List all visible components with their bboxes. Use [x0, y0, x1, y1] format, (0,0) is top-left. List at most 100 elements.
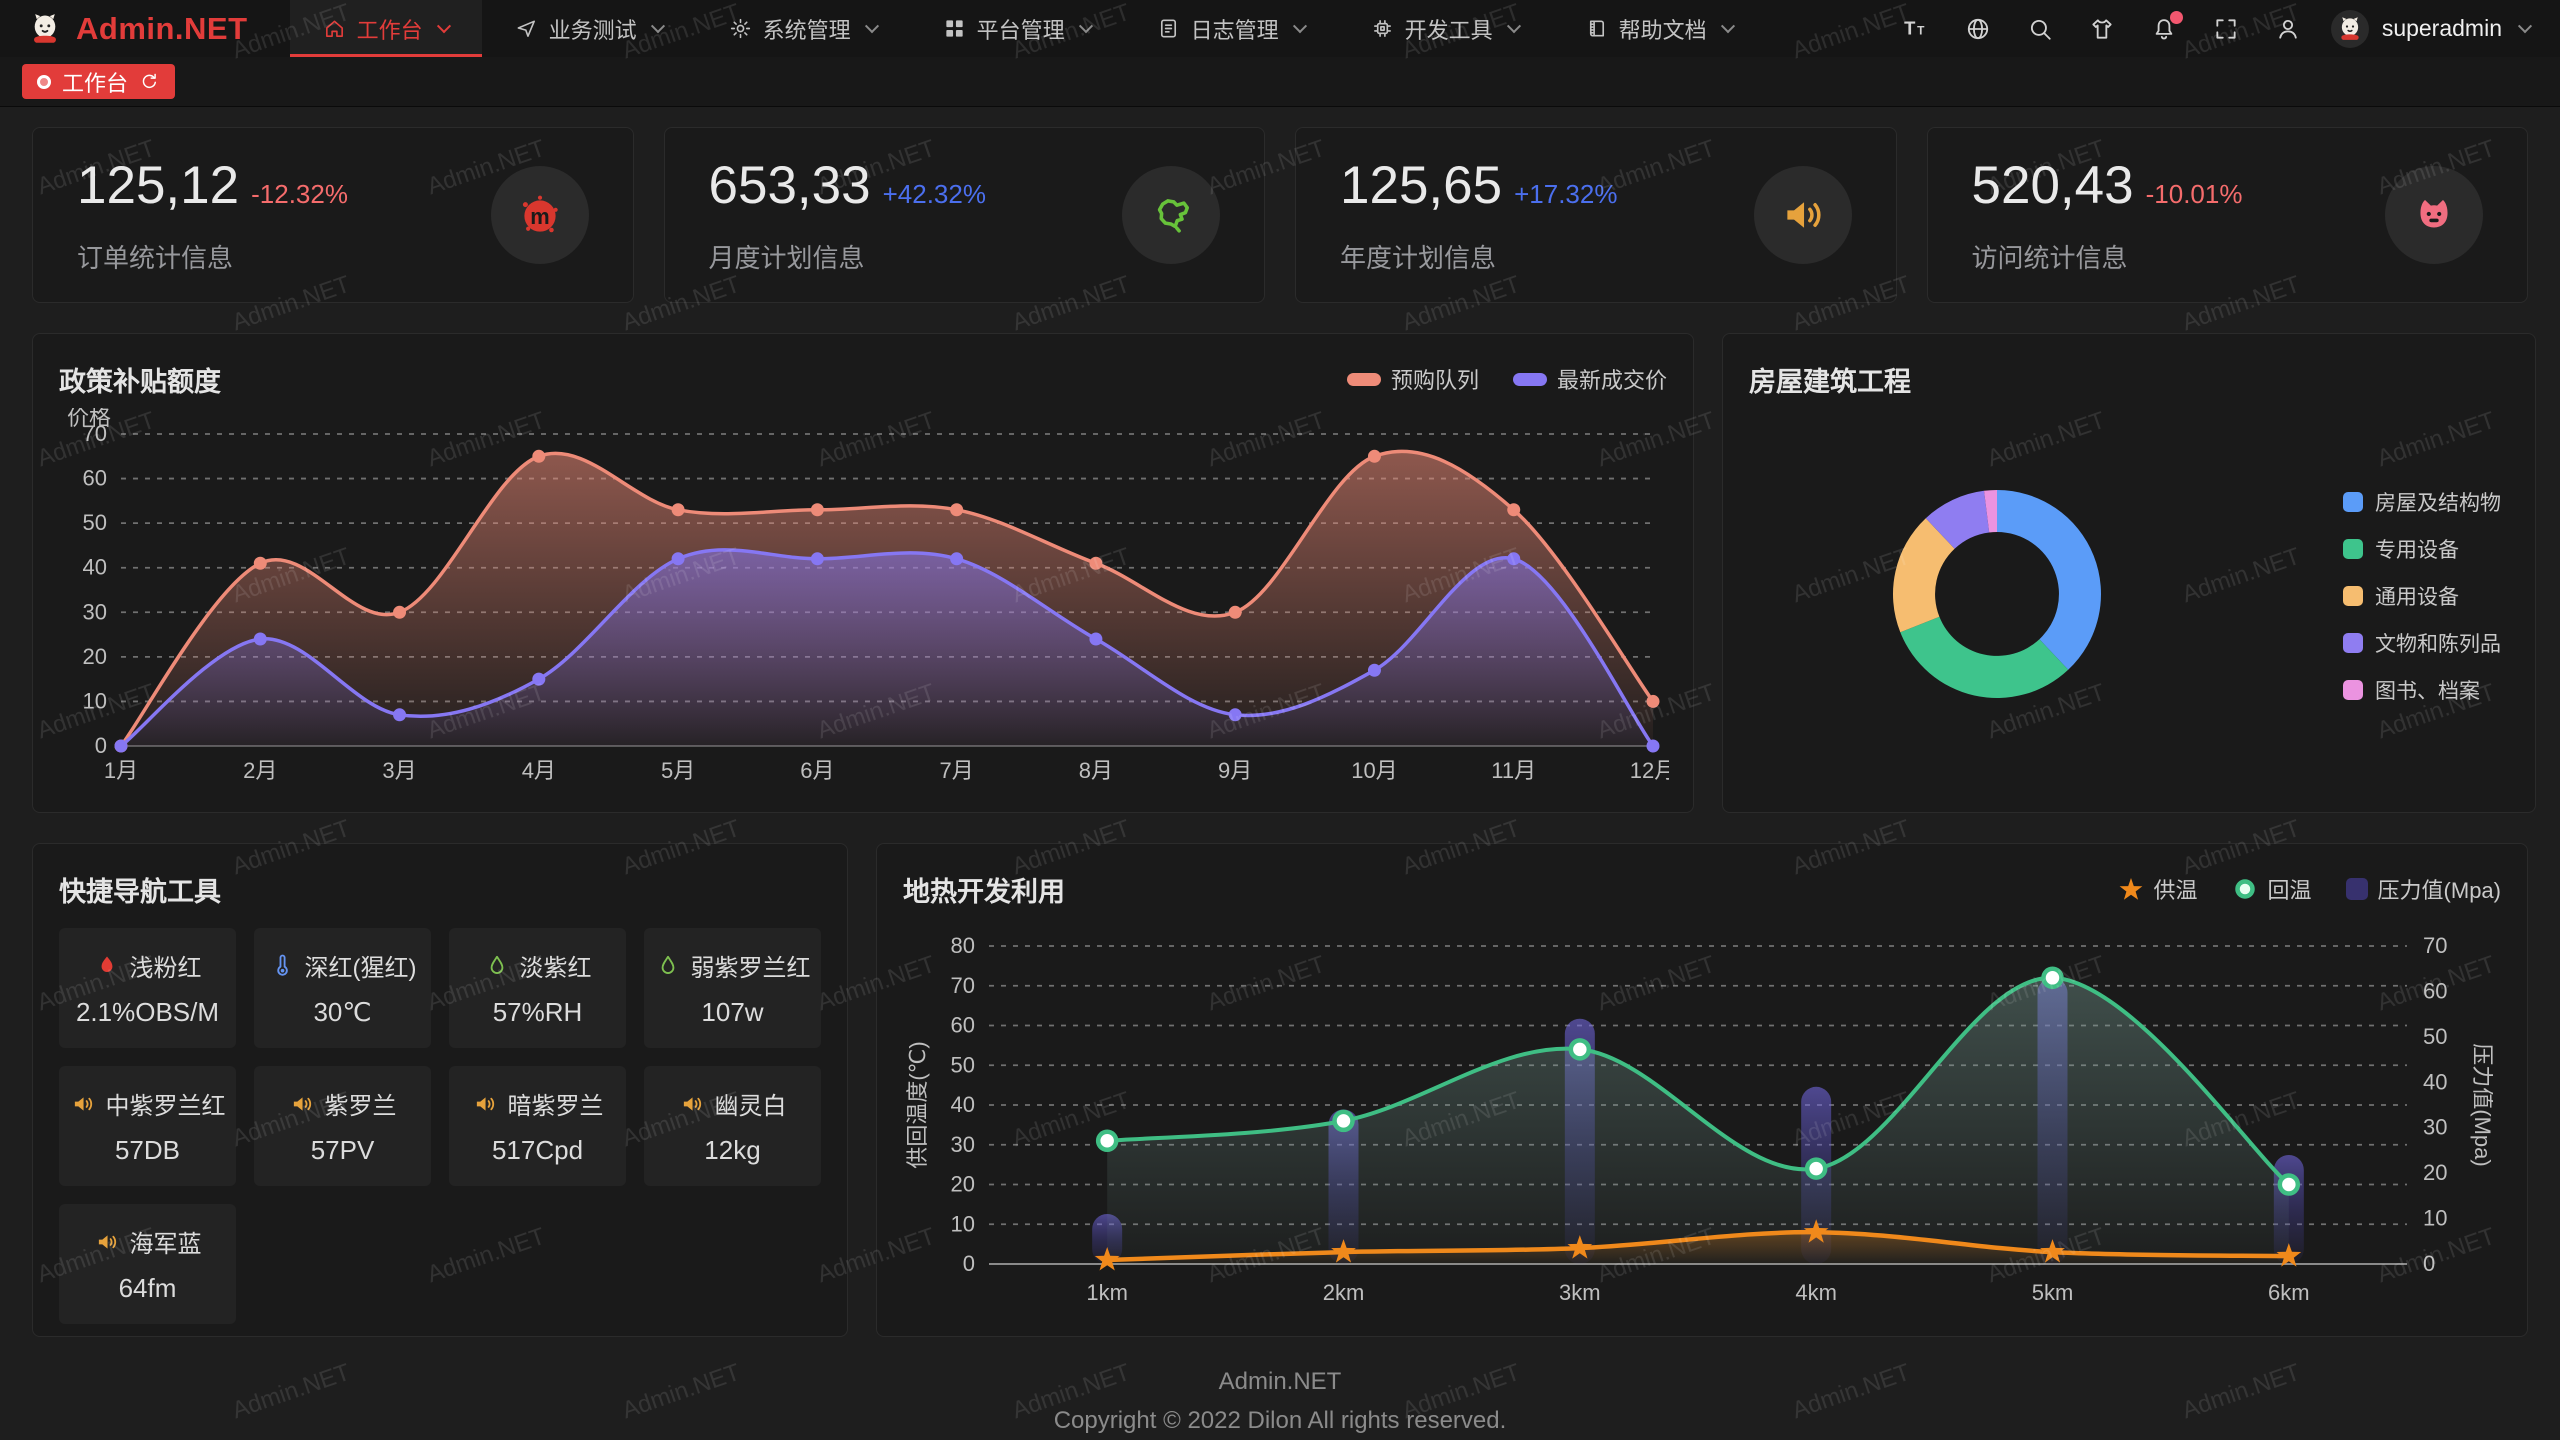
tab-workbench[interactable]: 工作台 — [22, 64, 176, 99]
tool-fullscreen[interactable] — [2213, 16, 2239, 42]
quick-nav-pale-violet[interactable]: 淡紫红 57%RH — [449, 928, 626, 1048]
home-icon — [325, 20, 343, 37]
svg-text:10: 10 — [83, 688, 107, 713]
geothermal-mixed-chart: 0 10 20 30 40 50 60 70 80 0 10 20 30 40 50 60 70 供回温度(℃) 压… — [905, 933, 2493, 1305]
speaker-icon — [74, 1096, 92, 1111]
svg-text:供回温度(℃): 供回温度(℃) — [905, 1041, 930, 1168]
quick-nav-light-pink[interactable]: 浅粉红 2.1%OBS/M — [59, 928, 236, 1048]
quick-nav-weak-violet-red[interactable]: 弱紫罗兰红 107w — [644, 928, 821, 1048]
svg-text:T: T — [1917, 23, 1925, 37]
stat-icon-circle: m — [490, 166, 589, 264]
footer-line2: Copyright © 2022 Dilon All rights reserv… — [1053, 1406, 1507, 1434]
user-icon — [2279, 19, 2297, 39]
quick-nav-label: 浅粉红 — [129, 955, 202, 982]
legend-item[interactable]: 回温 — [2232, 873, 2312, 905]
nav-item-dev-tools[interactable]: 开发工具 — [1338, 0, 1552, 57]
nav-item-log-mgmt[interactable]: 日志管理 — [1124, 0, 1338, 57]
refresh-icon — [142, 73, 157, 89]
legend-marker — [1512, 372, 1547, 386]
nav-item-workbench[interactable]: 工作台 — [289, 0, 482, 57]
chevron-down-icon — [1720, 18, 1735, 33]
legend-marker — [2343, 586, 2363, 606]
nav-item-platform-mgmt[interactable]: 平台管理 — [910, 0, 1124, 57]
svg-text:30: 30 — [951, 1132, 975, 1157]
fullscreen-icon — [2216, 18, 2236, 39]
legend-item[interactable]: 最新成交价 — [1512, 363, 1667, 395]
main-nav: 工作台 业务测试 系统管理 平台管理 日志管理 开发工具 帮助文档 — [289, 0, 1766, 57]
legend-label: 预购队列 — [1390, 368, 1479, 393]
splat-icon: m — [522, 195, 558, 233]
panel-quick-nav: 快捷导航工具 浅粉红 2.1%OBS/M 深红(猩红) 30℃ 淡紫红 57%RH 弱紫罗兰… — [32, 843, 848, 1337]
legend-item[interactable]: 供温 — [2118, 873, 2198, 905]
nav-item-business-test[interactable]: 业务测试 — [482, 0, 696, 57]
quick-nav-ghost-white[interactable]: 幽灵白 12kg — [644, 1066, 821, 1186]
svg-text:10: 10 — [2423, 1206, 2447, 1231]
nav-item-label: 系统管理 — [762, 17, 851, 43]
svg-text:4km: 4km — [1795, 1280, 1837, 1305]
legend-item[interactable]: 文物和陈列品 — [2343, 628, 2501, 658]
tool-profile[interactable] — [2275, 16, 2301, 42]
svg-text:压力值(Mpa): 压力值(Mpa) — [2470, 1043, 2493, 1166]
svg-text:2km: 2km — [1323, 1280, 1365, 1305]
avatar — [2330, 9, 2369, 48]
quick-nav-value: 64fm — [118, 1273, 177, 1303]
user-menu[interactable]: superadmin — [2330, 0, 2560, 57]
quick-nav-medium-violet-red[interactable]: 中紫罗兰红 57DB — [59, 1066, 236, 1186]
svg-text:20: 20 — [83, 644, 107, 669]
stat-cards: 125,12 -12.32% 订单统计信息 m 653,33 +42.32% 月度计划信息 1… — [32, 127, 2528, 303]
legend-item[interactable]: 通用设备 — [2343, 581, 2501, 611]
quick-nav-violet[interactable]: 紫罗兰 57PV — [254, 1066, 431, 1186]
svg-text:40: 40 — [951, 1092, 975, 1117]
stat-icon-circle — [1122, 166, 1220, 264]
search-icon — [2030, 19, 2051, 40]
brand[interactable]: Admin.NET — [26, 0, 248, 57]
chevron-down-icon — [2517, 18, 2533, 33]
chevron-down-icon — [1078, 18, 1093, 33]
svg-text:40: 40 — [2423, 1069, 2447, 1094]
stat-card-orders: 125,12 -12.32% 订单统计信息 m — [32, 127, 634, 303]
gear-icon — [730, 18, 750, 39]
legend-marker — [2345, 878, 2368, 900]
tool-theme[interactable] — [2089, 16, 2115, 42]
svg-text:0: 0 — [963, 1251, 975, 1276]
book-icon — [1589, 20, 1604, 37]
panel-title: 房屋建筑工程 — [1749, 366, 1911, 397]
svg-text:6km: 6km — [2268, 1280, 2310, 1305]
username: superadmin — [2381, 15, 2502, 41]
svg-text:1月: 1月 — [104, 758, 138, 783]
quick-nav-label: 弱紫罗兰红 — [690, 955, 811, 982]
tool-language[interactable] — [1965, 16, 1991, 42]
svg-text:0: 0 — [2423, 1251, 2435, 1276]
svg-text:价格: 价格 — [67, 408, 111, 430]
svg-text:10月: 10月 — [1351, 758, 1397, 783]
stat-label: 订单统计信息 — [77, 243, 234, 273]
legend-item[interactable]: 图书、档案 — [2343, 675, 2501, 705]
footer: Admin.NET Copyright © 2022 Dilon All rig… — [32, 1363, 2528, 1440]
nav-item-label: 平台管理 — [976, 17, 1065, 43]
quick-nav-value: 57PV — [310, 1135, 375, 1165]
refresh-icon[interactable] — [139, 71, 160, 92]
legend-item[interactable]: 专用设备 — [2343, 534, 2501, 564]
speaker-icon — [683, 1096, 701, 1111]
legend-item[interactable]: 压力值(Mpa) — [2345, 873, 2501, 905]
quick-nav-navy-blue[interactable]: 海军蓝 64fm — [59, 1204, 236, 1324]
legend-item[interactable]: 房屋及结构物 — [2343, 487, 2501, 517]
stat-value: 125,12 — [77, 156, 240, 215]
stat-text: 125,65 +17.32% 年度计划信息 — [1340, 155, 1617, 275]
drop-icon — [661, 955, 674, 974]
stat-icon-circle — [1753, 166, 1852, 264]
main-content: 125,12 -12.32% 订单统计信息 m 653,33 +42.32% 月度计划信息 1… — [0, 107, 2560, 1440]
tool-search[interactable] — [2027, 16, 2053, 42]
tab-label: 工作台 — [62, 70, 129, 96]
legend-marker — [1346, 372, 1381, 386]
nav-item-system-mgmt[interactable]: 系统管理 — [696, 0, 910, 57]
legend-item[interactable]: 预购队列 — [1346, 363, 1479, 395]
quick-nav-dark-violet[interactable]: 暗紫罗兰 517Cpd — [449, 1066, 626, 1186]
quick-nav-crimson[interactable]: 深红(猩红) 30℃ — [254, 928, 431, 1048]
tool-notifications[interactable] — [2151, 10, 2183, 42]
svg-text:12月: 12月 — [1630, 758, 1669, 783]
bottom-row: 快捷导航工具 浅粉红 2.1%OBS/M 深红(猩红) 30℃ 淡紫红 57%RH 弱紫罗兰… — [32, 843, 2528, 1337]
nav-item-help-docs[interactable]: 帮助文档 — [1552, 0, 1766, 57]
